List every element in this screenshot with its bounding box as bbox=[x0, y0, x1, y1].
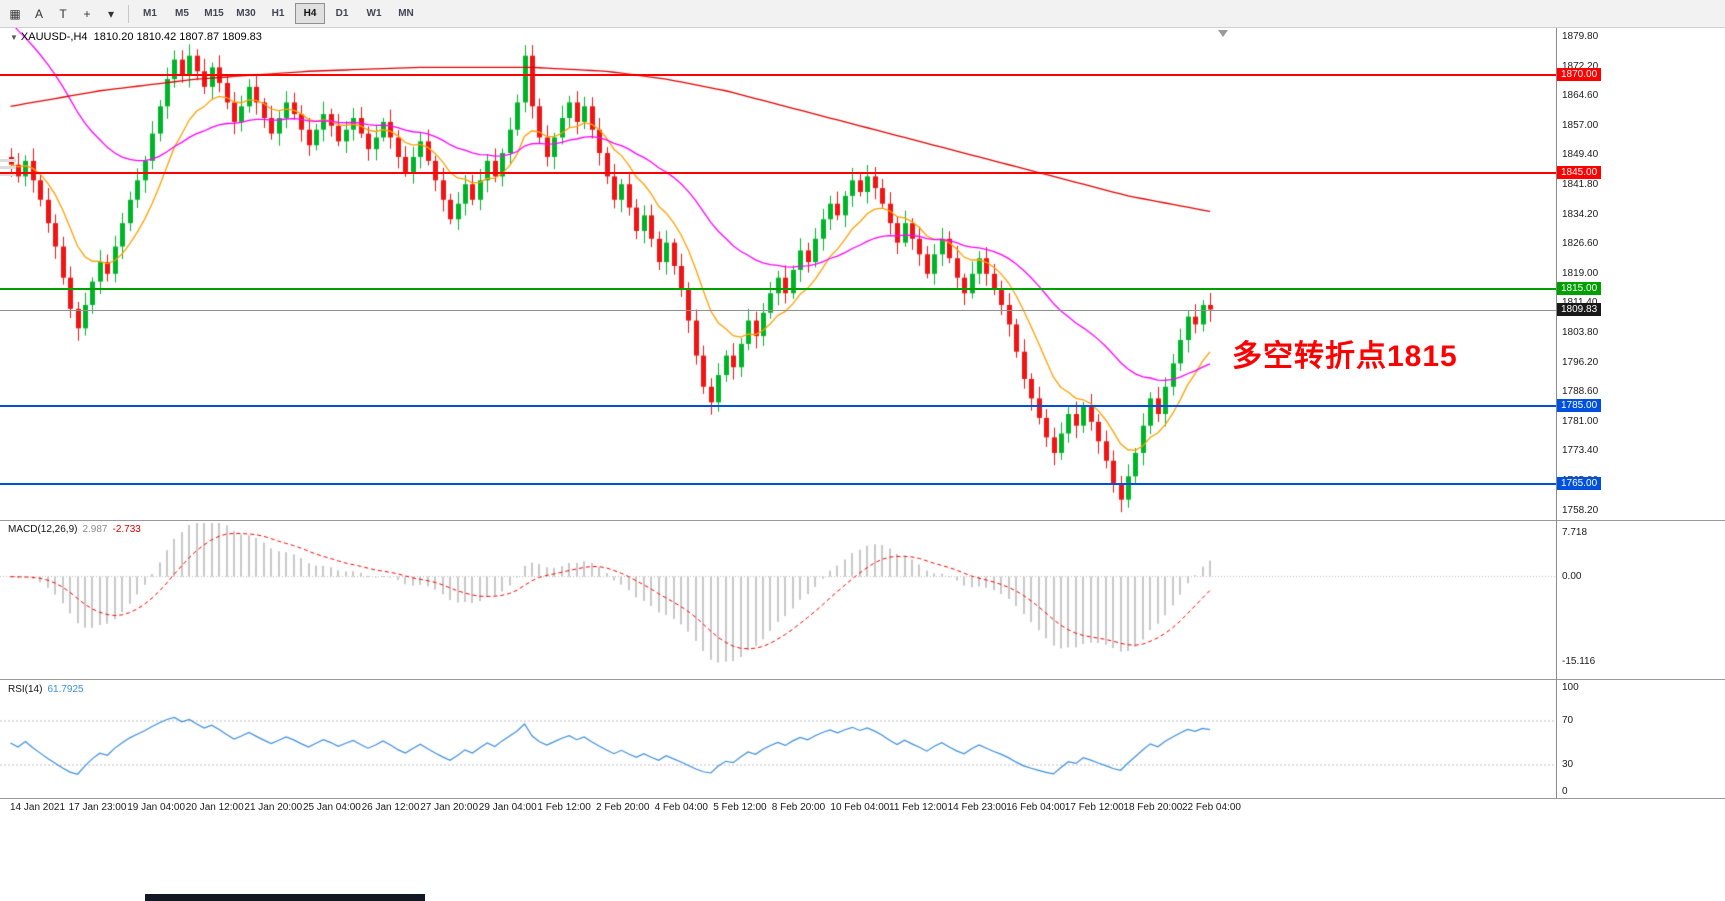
chart-window-icon[interactable]: ▦ bbox=[9, 6, 21, 21]
rsi-axis-label: 0 bbox=[1562, 786, 1568, 797]
rsi-axis-label: 70 bbox=[1562, 715, 1574, 726]
time-axis-label: 2 Feb 20:00 bbox=[596, 802, 650, 813]
price-axis-label: 1773.40 bbox=[1562, 445, 1599, 457]
symbol-period-label: XAUUSD-,H4 bbox=[20, 31, 88, 43]
rsi-label: RSI(14) 61.7925 bbox=[8, 684, 84, 695]
crosshair-tool-icon[interactable]: + bbox=[83, 6, 91, 21]
collapse-triangle-icon[interactable]: ▼ bbox=[10, 33, 18, 42]
left-edge-mark bbox=[0, 166, 16, 169]
price-axis-label: 1788.60 bbox=[1562, 386, 1599, 398]
rsi-axis-label: 100 bbox=[1562, 682, 1579, 693]
toolbar-separator bbox=[128, 4, 129, 23]
time-axis-label: 10 Feb 04:00 bbox=[830, 802, 890, 813]
time-axis-label: 17 Feb 12:00 bbox=[1064, 802, 1124, 813]
time-axis-label: 29 Jan 04:00 bbox=[478, 802, 537, 813]
price-chart-canvas[interactable] bbox=[0, 28, 1556, 520]
cursor-tool-a[interactable]: A bbox=[34, 6, 43, 21]
price-level-chip: 1870.00 bbox=[1557, 68, 1602, 82]
time-axis-label: 27 Jan 20:00 bbox=[420, 802, 479, 813]
timeframe-button-m15[interactable]: M15 bbox=[204, 8, 224, 19]
text-tool-t[interactable]: T bbox=[59, 6, 67, 21]
macd-label: MACD(12,26,9) 2.987 -2.733 bbox=[8, 524, 141, 535]
bottom-taskbar-fragment bbox=[145, 894, 425, 901]
horizontal-level-line[interactable] bbox=[0, 483, 1556, 486]
macd-axis-label: 0.00 bbox=[1562, 571, 1582, 582]
price-axis-label: 1857.00 bbox=[1562, 119, 1599, 131]
timeframe-button-m1[interactable]: M1 bbox=[143, 8, 157, 19]
price-axis-label: 1803.80 bbox=[1562, 327, 1599, 338]
text-annotation[interactable]: 多空转折点1815 bbox=[1232, 340, 1458, 373]
price-axis-label: 1781.00 bbox=[1562, 415, 1599, 427]
price-axis-label: 1834.20 bbox=[1562, 208, 1599, 220]
toolbar: ▦ A T + ▾ M1 M5 M15 M30 H1 H4 D1 W1 MN bbox=[0, 0, 1725, 28]
chart-shift-marker-icon[interactable] bbox=[1218, 30, 1228, 37]
left-edge-mark bbox=[0, 159, 16, 162]
macd-main-value: 2.987 bbox=[82, 524, 108, 535]
current-price-line bbox=[0, 309, 1556, 311]
time-axis-label: 21 Jan 20:00 bbox=[244, 802, 303, 813]
price-level-chip: 1785.00 bbox=[1557, 399, 1602, 413]
chart-title: ▼ XAUUSD-,H4 1810.20 1810.42 1807.87 1809… bbox=[10, 31, 262, 43]
price-level-chip: 1815.00 bbox=[1557, 282, 1602, 296]
timeframe-button-m5[interactable]: M5 bbox=[175, 8, 189, 19]
price-axis-label: 1864.60 bbox=[1562, 90, 1599, 102]
timeframe-toolbar: M1 M5 M15 M30 H1 H4 D1 W1 MN bbox=[134, 3, 422, 24]
timeframe-button-h4[interactable]: H4 bbox=[295, 3, 325, 24]
timeframe-button-h1[interactable]: H1 bbox=[271, 8, 285, 19]
price-axis-label: 1841.80 bbox=[1562, 179, 1599, 190]
price-level-chip: 1845.00 bbox=[1557, 165, 1602, 179]
horizontal-level-line[interactable] bbox=[0, 74, 1556, 77]
time-axis-label: 4 Feb 04:00 bbox=[654, 802, 708, 813]
macd-signal-value: -2.733 bbox=[112, 524, 141, 535]
price-axis-label: 1849.40 bbox=[1562, 149, 1599, 161]
time-axis-label: 1 Feb 12:00 bbox=[537, 802, 591, 813]
left-edge-mark bbox=[0, 173, 16, 176]
price-axis-label: 1826.60 bbox=[1562, 238, 1599, 250]
macd-canvas[interactable] bbox=[0, 521, 1556, 678]
macd-axis-label: 7.718 bbox=[1562, 527, 1588, 538]
current-price-chip: 1809.83 bbox=[1557, 302, 1602, 316]
time-axis-separator bbox=[0, 798, 1725, 799]
timeframe-button-m30[interactable]: M30 bbox=[236, 8, 256, 19]
time-axis-label: 20 Jan 12:00 bbox=[185, 802, 244, 813]
panel-splitter[interactable] bbox=[0, 520, 1725, 521]
price-level-chip: 1765.00 bbox=[1557, 477, 1602, 491]
time-axis-label: 14 Feb 23:00 bbox=[947, 802, 1007, 813]
time-axis-label: 22 Feb 04:00 bbox=[1182, 802, 1241, 813]
price-axis-label: 1758.20 bbox=[1562, 504, 1599, 516]
price-axis-label: 1872.20 bbox=[1562, 60, 1599, 72]
macd-axis-label: -15.116 bbox=[1562, 656, 1596, 667]
panel-splitter[interactable] bbox=[0, 679, 1725, 680]
price-axis-label: 1819.00 bbox=[1562, 267, 1599, 279]
time-axis-label: 11 Feb 12:00 bbox=[889, 802, 948, 813]
price-axis-label: 1879.80 bbox=[1562, 31, 1599, 42]
time-axis-label: 17 Jan 23:00 bbox=[68, 802, 127, 813]
timeframe-button-w1[interactable]: W1 bbox=[366, 8, 382, 19]
time-axis-label: 25 Jan 04:00 bbox=[303, 802, 361, 813]
rsi-value: 61.7925 bbox=[47, 684, 84, 695]
time-axis-label: 16 Feb 04:00 bbox=[1006, 802, 1066, 813]
horizontal-level-line[interactable] bbox=[0, 288, 1556, 291]
price-axis-label: 1796.20 bbox=[1562, 356, 1599, 368]
tool-dropdown-caret[interactable]: ▾ bbox=[107, 6, 115, 21]
time-axis-label: 26 Jan 12:00 bbox=[361, 802, 420, 813]
time-axis-label: 5 Feb 12:00 bbox=[713, 802, 767, 813]
price-axis-separator bbox=[1556, 28, 1557, 798]
time-axis-label: 14 Jan 2021 bbox=[10, 802, 66, 813]
timeframe-button-d1[interactable]: D1 bbox=[335, 8, 349, 19]
toolbar-icons: ▦ A T + ▾ bbox=[3, 3, 123, 25]
time-axis-label: 18 Feb 20:00 bbox=[1123, 802, 1183, 813]
time-axis-label: 19 Jan 04:00 bbox=[127, 802, 186, 813]
rsi-axis-label: 30 bbox=[1562, 759, 1574, 770]
time-axis-label: 8 Feb 20:00 bbox=[771, 802, 826, 813]
timeframe-button-mn[interactable]: MN bbox=[398, 8, 414, 19]
horizontal-level-line[interactable] bbox=[0, 171, 1556, 174]
horizontal-level-line[interactable] bbox=[0, 405, 1556, 408]
rsi-canvas[interactable] bbox=[0, 680, 1556, 797]
ohlc-values: 1810.20 1810.42 1807.87 1809.83 bbox=[93, 31, 262, 43]
